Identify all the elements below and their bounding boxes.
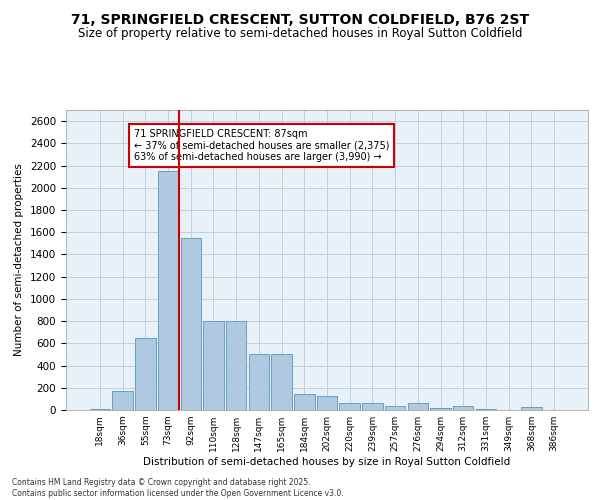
Bar — [385, 406, 406, 410]
Text: 71 SPRINGFIELD CRESCENT: 87sqm
← 37% of semi-detached houses are smaller (2,375): 71 SPRINGFIELD CRESCENT: 87sqm ← 37% of … — [134, 129, 389, 162]
Bar — [407, 404, 428, 410]
Bar — [248, 354, 269, 410]
Bar — [203, 321, 224, 410]
Bar — [453, 406, 473, 410]
Bar — [112, 390, 133, 410]
X-axis label: Distribution of semi-detached houses by size in Royal Sutton Coldfield: Distribution of semi-detached houses by … — [143, 457, 511, 467]
Bar — [362, 403, 383, 410]
Text: Size of property relative to semi-detached houses in Royal Sutton Coldfield: Size of property relative to semi-detach… — [78, 28, 522, 40]
Bar — [226, 321, 247, 410]
Text: Contains HM Land Registry data © Crown copyright and database right 2025.
Contai: Contains HM Land Registry data © Crown c… — [12, 478, 344, 498]
Bar — [158, 171, 178, 410]
Bar — [181, 238, 201, 410]
Bar — [340, 404, 360, 410]
Bar — [521, 406, 542, 410]
Y-axis label: Number of semi-detached properties: Number of semi-detached properties — [14, 164, 25, 356]
Text: 71, SPRINGFIELD CRESCENT, SUTTON COLDFIELD, B76 2ST: 71, SPRINGFIELD CRESCENT, SUTTON COLDFIE… — [71, 12, 529, 26]
Bar — [271, 354, 292, 410]
Bar — [317, 396, 337, 410]
Bar — [430, 408, 451, 410]
Bar — [135, 338, 155, 410]
Bar — [294, 394, 314, 410]
